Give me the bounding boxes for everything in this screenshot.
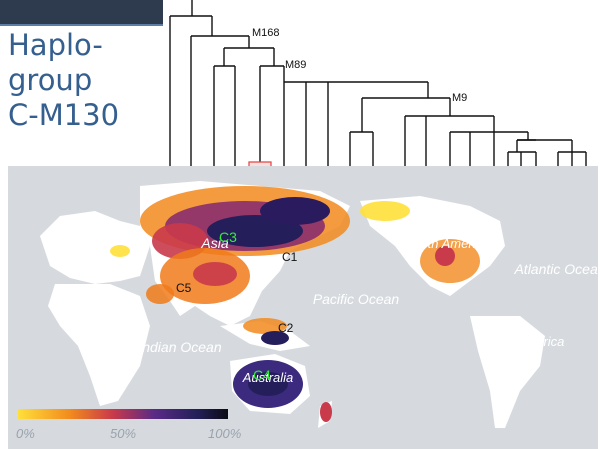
region-label-europe: Europe (60, 235, 105, 251)
tree-branches (169, 0, 587, 166)
marker-label-m168: M168 (252, 27, 280, 39)
subclade-label-c2: C2 (278, 321, 294, 335)
land-africa (48, 284, 150, 406)
land-south-america (470, 316, 545, 428)
region-label-africa: Africa (72, 303, 109, 319)
subclade-label-c4: C4 (253, 367, 271, 383)
title-accent-bar (0, 0, 163, 24)
region-label-indian-ocean: Indian Ocean (138, 339, 221, 355)
region-label-south-america: South America (480, 334, 565, 349)
region-label-asia: Asia (200, 235, 228, 251)
subclade-label-c5: C5 (176, 281, 192, 295)
marker-label-m89: M89 (285, 59, 306, 71)
frequency-heat (110, 186, 480, 422)
land-europe (40, 211, 150, 284)
region-label-north-america: North America (407, 236, 490, 251)
region-label-atlantic-ocean: Atlantic Ocean (513, 261, 600, 277)
subclade-label-c3: C3 (219, 229, 237, 245)
title-line-2: group (8, 63, 93, 97)
scale-label-mid: 50% (110, 426, 136, 441)
haplogroup-distribution-map: Europe Asia North America Atlantic Ocean… (8, 166, 600, 449)
region-label-australia: Australia (242, 370, 294, 385)
title-line-1: Haplo- (8, 28, 103, 62)
slide-title: Haplo- group C-M130 (8, 28, 158, 133)
frequency-scale-bar (18, 409, 228, 419)
title-accent-line (0, 24, 163, 26)
scale-label-min: 0% (16, 426, 35, 441)
marker-label-m9: M9 (452, 92, 467, 104)
subclade-label-c1: C1 (282, 250, 298, 264)
title-line-3: C-M130 (8, 98, 120, 132)
scale-label-max: 100% (208, 426, 241, 441)
region-label-pacific-ocean: Pacific Ocean (313, 291, 400, 307)
phylogenetic-tree: M168 M89 M9 ABDECFGHIJTLSMKNNO*OQPR (167, 0, 590, 179)
